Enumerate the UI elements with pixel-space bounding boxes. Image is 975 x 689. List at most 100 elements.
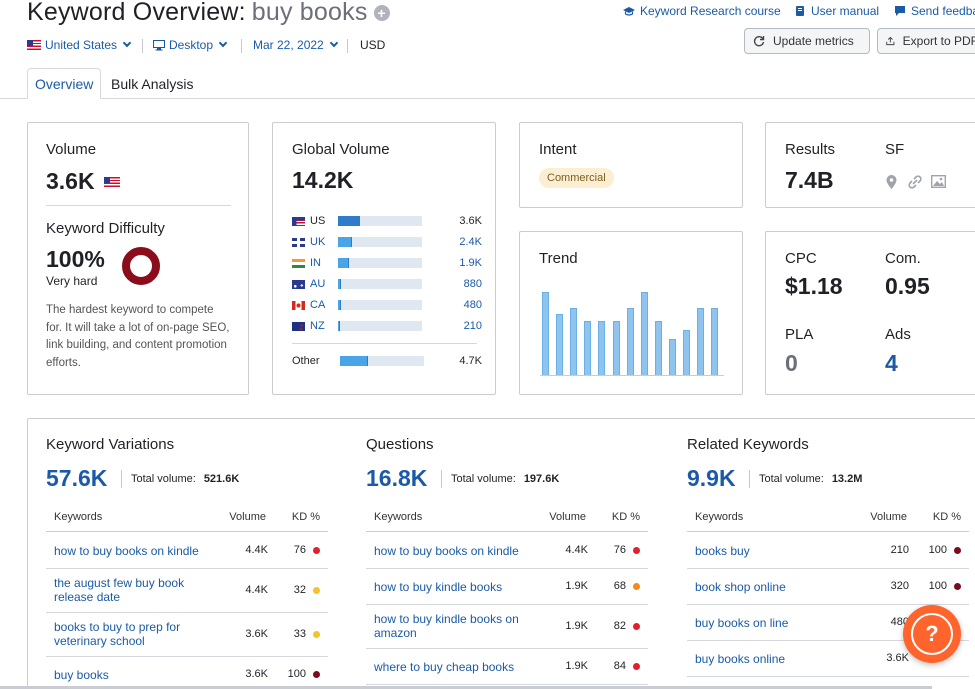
keyword-difficulty: 32 xyxy=(293,584,306,596)
trend-bar[interactable] xyxy=(542,292,549,375)
country-code[interactable]: CA xyxy=(310,299,326,311)
trend-bar[interactable] xyxy=(640,292,648,375)
trend-bar[interactable] xyxy=(697,307,705,375)
trend-bar[interactable] xyxy=(570,307,578,375)
date-select[interactable]: Mar 22, 2022 xyxy=(253,38,338,52)
keyword-link[interactable]: how to buy kindle books on amazon xyxy=(374,612,519,640)
page-title-prefix: Keyword Overview: xyxy=(27,0,246,26)
kd-indicator-dot xyxy=(313,631,320,638)
user-manual-link[interactable]: User manual xyxy=(794,4,879,18)
trend-bar[interactable] xyxy=(711,307,719,375)
volume-bar-fill xyxy=(338,321,340,331)
device-select[interactable]: Desktop xyxy=(153,38,228,52)
trend-bar[interactable] xyxy=(668,339,676,375)
keyword-link[interactable]: buy books online xyxy=(695,652,786,666)
intent-label: Intent xyxy=(539,141,577,158)
keyword-link[interactable]: how to buy books on kindle xyxy=(374,544,519,558)
help-button[interactable]: ? xyxy=(903,605,961,663)
keyword-difficulty: 100 xyxy=(928,580,947,592)
global-volume-value: 14.2K xyxy=(292,167,354,193)
column-header-volume: Volume xyxy=(229,511,266,523)
keyword-difficulty: 76 xyxy=(613,544,626,556)
kd-indicator-dot xyxy=(633,663,640,670)
keyword-link[interactable]: where to buy cheap books xyxy=(374,660,515,674)
global-volume-row-ca: CA 480 xyxy=(292,298,482,312)
questions-title: Questions xyxy=(366,436,434,453)
divider xyxy=(46,205,231,206)
tab-bulk-analysis[interactable]: Bulk Analysis xyxy=(111,75,194,92)
link-icon[interactable] xyxy=(907,175,923,189)
nz-flag-icon xyxy=(292,321,305,331)
country-volume[interactable]: 880 xyxy=(463,278,482,290)
country-code[interactable]: NZ xyxy=(310,320,325,332)
keyword-link[interactable]: how to buy books on kindle xyxy=(54,544,199,558)
questions-total-volume: Total volume: 197.6K xyxy=(441,470,559,488)
tab-overview[interactable]: Overview xyxy=(27,68,102,99)
kd-ring-chart xyxy=(122,247,160,285)
volume-bar-fill xyxy=(338,216,360,226)
keyword-research-course-link[interactable]: Keyword Research course xyxy=(623,4,781,18)
volume-bar xyxy=(338,300,422,310)
trend-bar[interactable] xyxy=(556,313,564,375)
country-volume[interactable]: 1.9K xyxy=(459,257,482,269)
kd-indicator-dot xyxy=(313,671,320,678)
column-header-kd: KD % xyxy=(611,511,640,523)
competition-value: 0.95 xyxy=(885,273,930,299)
country-code[interactable]: UK xyxy=(310,236,326,248)
keyword-volume: 1.9K xyxy=(565,620,588,632)
page-title: Keyword Overview: buy books + xyxy=(27,0,390,27)
country-code[interactable]: IN xyxy=(310,257,321,269)
volume-bar xyxy=(338,216,422,226)
chat-bubble-icon xyxy=(895,6,905,16)
map-pin-icon[interactable] xyxy=(886,175,897,189)
trend-bar[interactable] xyxy=(584,321,592,375)
country-volume[interactable]: 210 xyxy=(463,320,482,332)
trend-bar[interactable] xyxy=(612,321,620,375)
keyword-variations-count[interactable]: 57.6K xyxy=(46,465,108,491)
keyword-link[interactable]: the august few buy book release date xyxy=(54,576,185,604)
country-volume[interactable]: 2.4K xyxy=(459,236,482,248)
trend-bar[interactable] xyxy=(654,321,662,375)
kd-ring-fill xyxy=(122,247,160,285)
keyword-link[interactable]: books to buy to prep for veterinary scho… xyxy=(54,620,181,648)
related-keywords-count[interactable]: 9.9K xyxy=(687,465,736,491)
image-icon[interactable] xyxy=(931,175,946,188)
questions-count[interactable]: 16.8K xyxy=(366,465,428,491)
update-metrics-button[interactable]: Update metrics xyxy=(744,28,870,54)
column-header-volume: Volume xyxy=(870,511,907,523)
keyword-link[interactable]: buy books xyxy=(54,668,109,682)
table-row: the august few buy book release date 4.4K… xyxy=(46,569,328,613)
volume-label: Volume xyxy=(46,141,97,158)
global-volume-row-in: IN 1.9K xyxy=(292,256,482,270)
results-value: 7.4B xyxy=(785,167,834,193)
intent-card: Intent Commercial xyxy=(519,122,743,208)
trend-bar[interactable] xyxy=(683,330,690,375)
keyword-volume: 3.6K xyxy=(245,668,268,680)
keyword-link[interactable]: book shop online xyxy=(695,580,786,594)
keyword-link[interactable]: how to buy kindle books xyxy=(374,580,503,594)
country-volume[interactable]: 480 xyxy=(463,299,482,311)
send-feedback-link[interactable]: Send feedba xyxy=(894,4,975,18)
keyword-volume: 3.6K xyxy=(245,628,268,640)
us-flag-icon xyxy=(27,40,41,50)
trend-bar[interactable] xyxy=(598,321,606,375)
au-flag-icon xyxy=(292,279,305,289)
trend-bar[interactable] xyxy=(626,307,634,375)
uk-flag-icon xyxy=(292,237,305,247)
keyword-link[interactable]: buy books on line xyxy=(695,616,789,630)
divider xyxy=(292,343,477,344)
currency-label: USD xyxy=(360,38,386,52)
country-code[interactable]: AU xyxy=(310,278,326,290)
export-icon xyxy=(886,36,895,46)
plus-icon[interactable]: + xyxy=(373,5,390,22)
keyword-link[interactable]: books buy xyxy=(695,544,750,558)
ca-flag-icon xyxy=(292,300,305,310)
export-pdf-button[interactable]: Export to PDF xyxy=(877,28,975,54)
us-flag-icon xyxy=(292,216,305,226)
page-title-keyword: buy books xyxy=(251,0,368,26)
ads-value[interactable]: 4 xyxy=(885,350,898,376)
horizontal-scrollbar[interactable] xyxy=(0,686,932,689)
country-select[interactable]: United States xyxy=(27,38,132,52)
global-volume-label: Global Volume xyxy=(292,141,390,158)
chevron-down-icon xyxy=(218,38,228,48)
